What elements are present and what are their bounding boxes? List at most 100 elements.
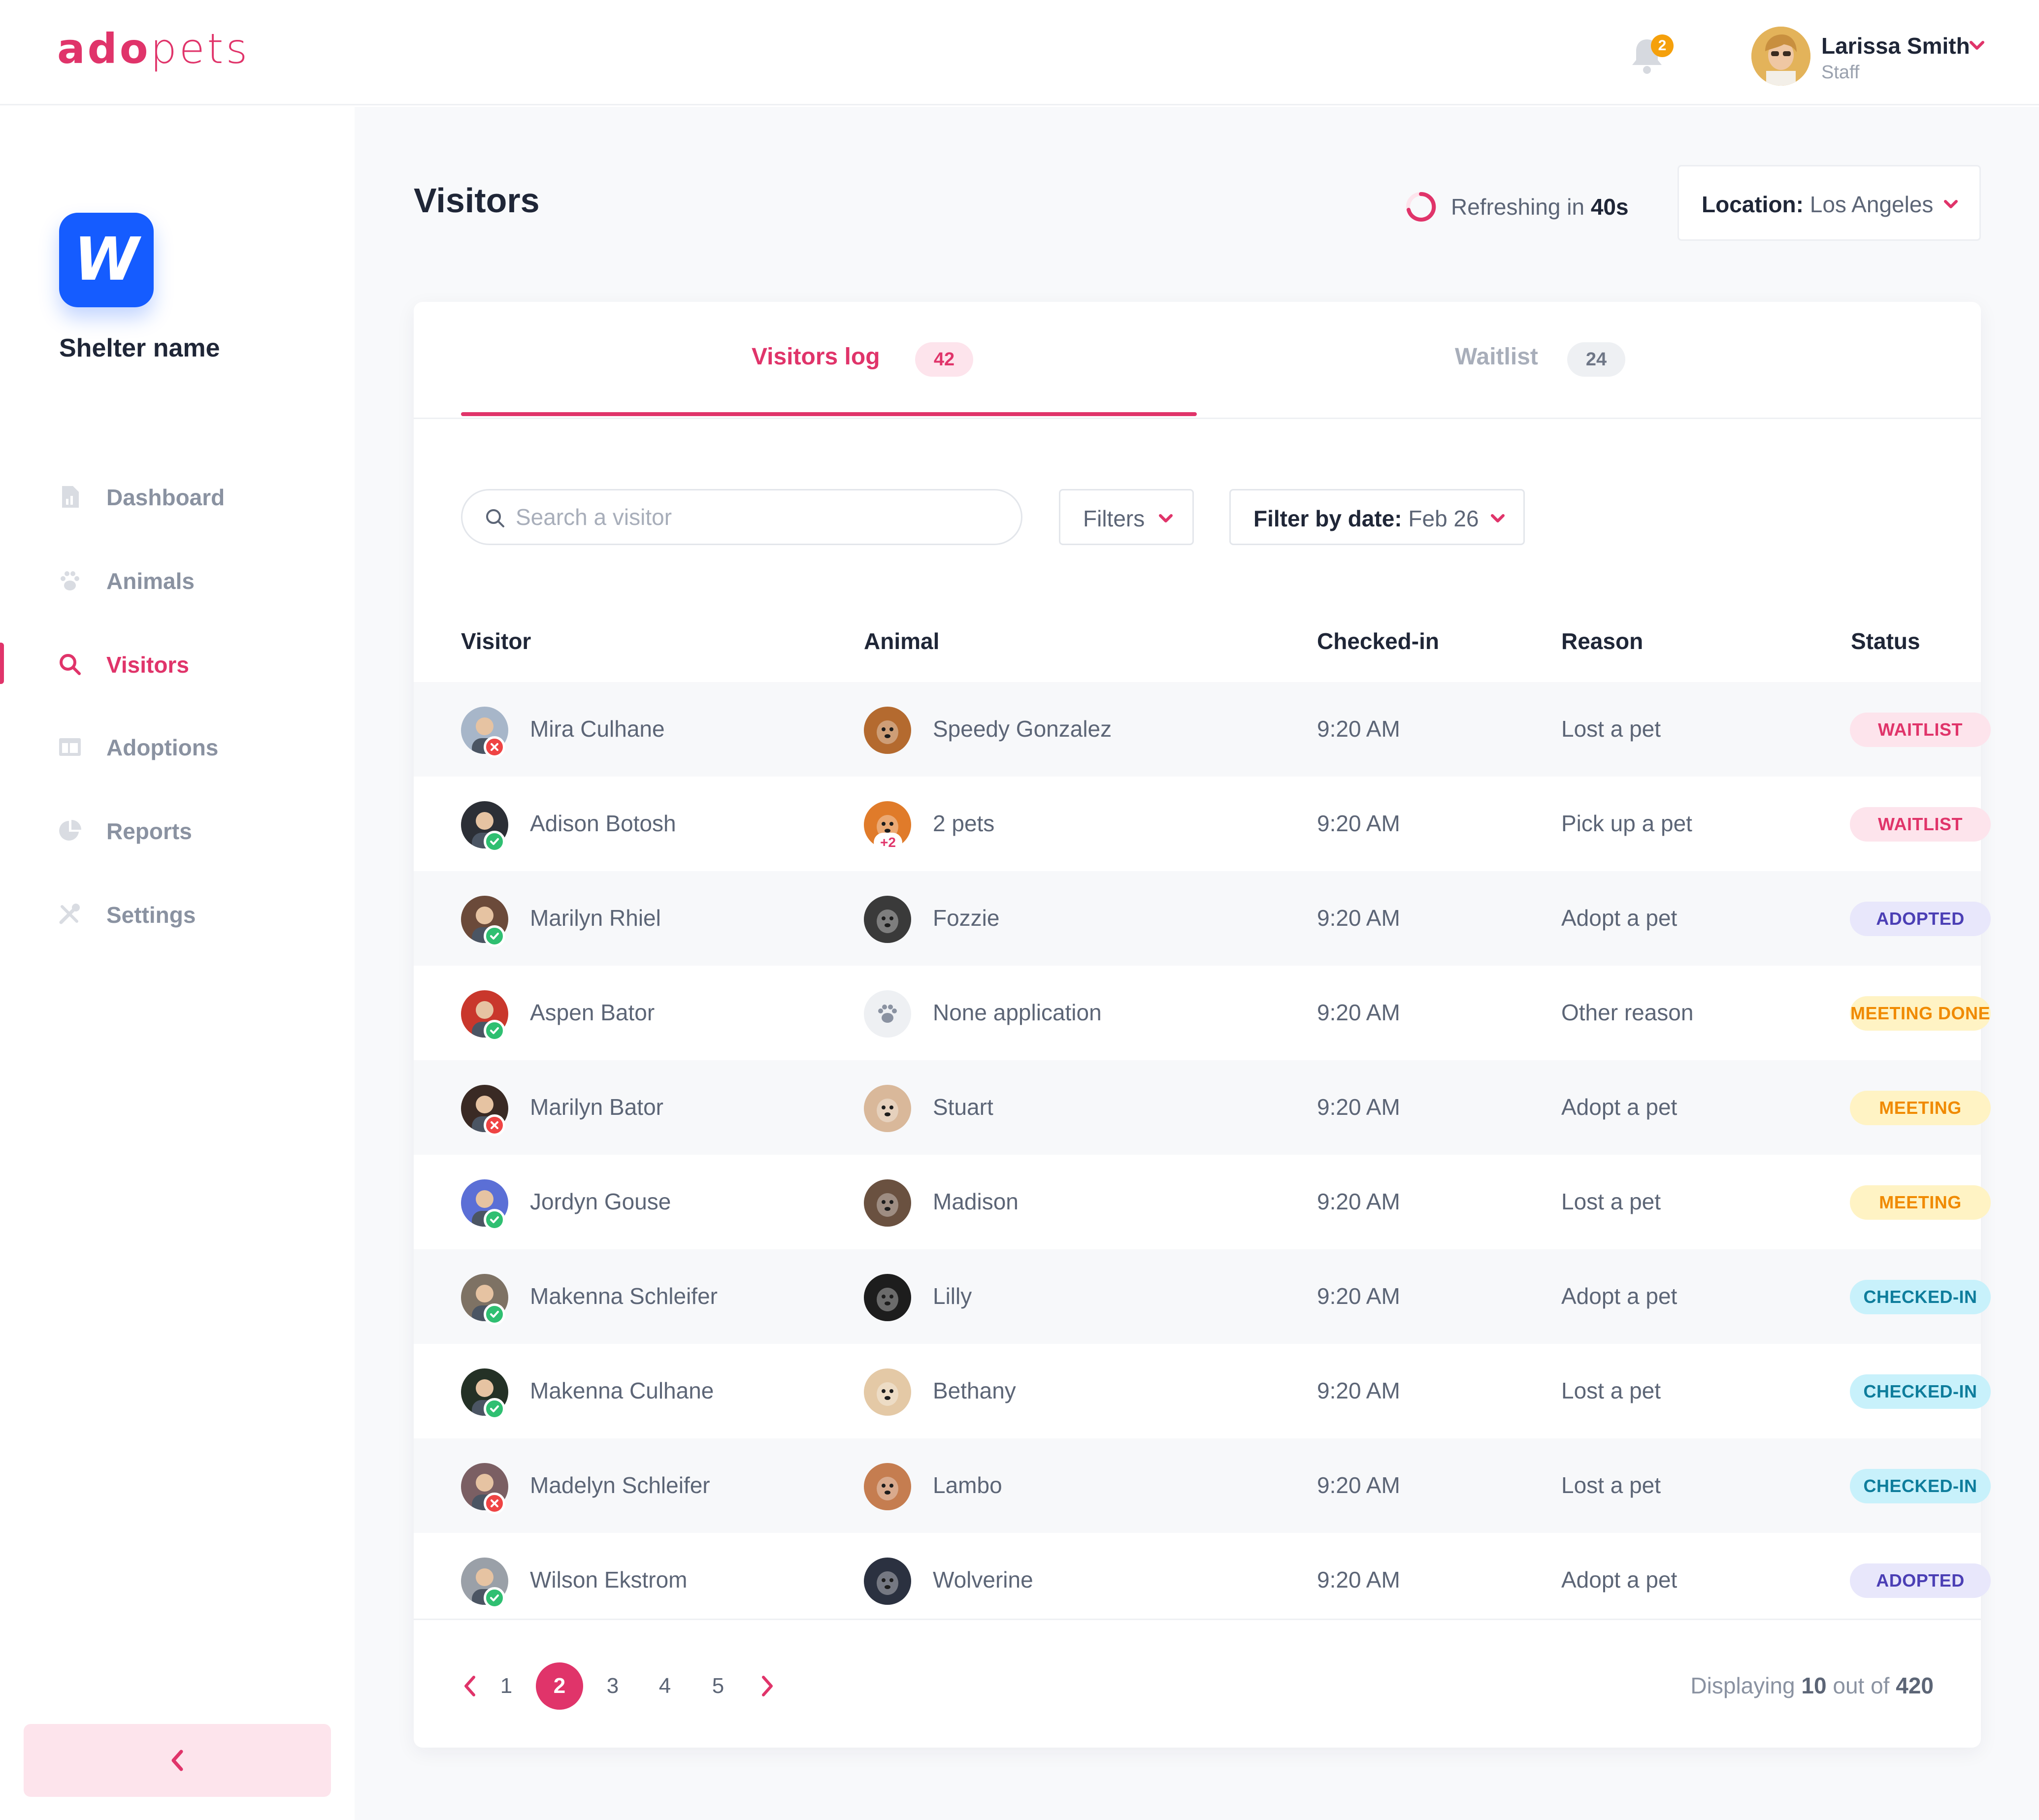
column-header-reason[interactable]: Reason [1561,628,1644,654]
table-row[interactable]: Wilson Ekstrom Wolverine 9:20 AM Adopt a pe… [414,1533,1991,1627]
location-select[interactable]: Location: Los Angeles [1677,165,1981,241]
tab-bar: Visitors log 42 Waitlist 24 [414,302,1981,419]
animal-name[interactable]: 2 pets [933,811,995,836]
status-badge: CHECKED-IN [1850,1469,1991,1503]
sidebar-item-reports[interactable]: Reports [0,805,355,854]
checked-in-time: 9:20 AM [1317,1189,1400,1214]
user-name[interactable]: Larissa Smith [1821,33,1970,59]
page-button-current[interactable]: 2 [536,1662,583,1710]
visitor-name[interactable]: Jordyn Gouse [530,1189,671,1214]
info-total: 420 [1896,1673,1934,1698]
animal-name[interactable]: Bethany [933,1378,1016,1403]
check-icon [484,1020,505,1041]
animal-avatar [864,896,911,943]
visitor-name[interactable]: Marilyn Bator [530,1094,663,1120]
chevron-right-icon[interactable] [758,1673,776,1699]
app-logo[interactable]: adopets [57,25,250,73]
table-row[interactable]: Makenna Schleifer Lilly 9:20 AM Adopt a pet… [414,1249,1991,1344]
visit-reason: Adopt a pet [1561,905,1677,931]
sidebar-item-adoptions[interactable]: Adoptions [0,721,355,771]
sidebar-item-visitors[interactable]: Visitors [0,639,355,688]
date-filter-label: Filter by date: [1253,506,1402,531]
pagination: 1 2 3 4 5 Displaying 10 out of 420 [414,1619,1981,1748]
status-badge: CHECKED-IN [1850,1374,1991,1409]
check-icon [484,1303,505,1325]
logo-text-light: pets [150,25,250,73]
chevron-down-icon [1159,514,1173,522]
animal-avatar [864,1085,911,1132]
refresh-time: 40s [1590,194,1629,220]
sidebar-item-label: Visitors [106,652,189,678]
visit-reason: Adopt a pet [1561,1283,1677,1309]
date-filter-button[interactable]: Filter by date: Feb 26 [1229,489,1525,545]
visitor-name[interactable]: Mira Culhane [530,716,665,742]
search-input[interactable] [516,502,998,532]
visit-reason: Lost a pet [1561,1472,1661,1498]
check-icon [484,1209,505,1231]
tab-waitlist[interactable]: Waitlist 24 [1197,302,1933,419]
table-row[interactable]: Aspen Bator None application 9:20 AM Other … [414,966,1991,1060]
animal-name[interactable]: Speedy Gonzalez [933,716,1112,742]
active-tab-indicator [461,412,1197,416]
pie-chart-icon [59,820,81,841]
table-row[interactable]: Marilyn Rhiel Fozzie 9:20 AM Adopt a pet ADO… [414,871,1991,966]
animal-name[interactable]: Wolverine [933,1567,1033,1592]
chevron-left-icon[interactable] [461,1673,479,1699]
checked-in-time: 9:20 AM [1317,1000,1400,1025]
visitor-name[interactable]: Makenna Schleifer [530,1283,718,1309]
loading-spinner-icon [1406,192,1436,222]
date-filter-value: Feb 26 [1408,506,1479,531]
collapse-sidebar-button[interactable] [24,1724,331,1797]
visitor-name[interactable]: Makenna Culhane [530,1378,714,1403]
animal-name[interactable]: None application [933,1000,1102,1025]
visit-reason: Lost a pet [1561,1189,1661,1214]
column-header-status[interactable]: Status [1851,628,1920,654]
page-button[interactable]: 5 [712,1674,724,1698]
visit-reason: Lost a pet [1561,716,1661,742]
table-row[interactable]: Jordyn Gouse Madison 9:20 AM Lost a pet MEET… [414,1155,1991,1249]
animal-name[interactable]: Madison [933,1189,1019,1214]
visitor-name[interactable]: Aspen Bator [530,1000,655,1025]
sidebar-item-settings[interactable]: Settings [0,889,355,938]
table-row[interactable]: Madelyn Schleifer Lambo 9:20 AM Lost a pet C… [414,1438,1991,1533]
column-header-checked-in[interactable]: Checked-in [1317,628,1439,654]
page-button[interactable]: 4 [658,1674,671,1698]
filters-button[interactable]: Filters [1059,489,1194,545]
main-content: Visitors Refreshing in 40s Location: Los… [355,107,2039,1820]
checked-in-time: 9:20 AM [1317,811,1400,836]
sidebar-item-animals[interactable]: Animals [0,555,355,604]
animal-name[interactable]: Stuart [933,1094,993,1120]
sidebar-item-label: Dashboard [106,485,225,510]
page-button[interactable]: 1 [500,1674,513,1698]
visitor-name[interactable]: Adison Botosh [530,811,676,836]
animal-name[interactable]: Lambo [933,1472,1002,1498]
table-row[interactable]: Makenna Culhane Bethany 9:20 AM Lost a pet C… [414,1344,1991,1438]
chevron-down-icon [1944,200,1958,208]
status-badge: MEETING [1850,1091,1991,1125]
tab-visitors-log[interactable]: Visitors log 42 [461,302,1197,419]
checked-in-time: 9:20 AM [1317,1567,1400,1592]
visitor-name[interactable]: Marilyn Rhiel [530,905,661,931]
check-icon [484,925,505,947]
column-header-visitor[interactable]: Visitor [461,628,531,654]
table-row[interactable]: Marilyn Bator Stuart 9:20 AM Adopt a pet MEE… [414,1060,1991,1155]
sidebar-item-label: Animals [106,568,195,594]
table-row[interactable]: Adison Botosh +2 2 pets 9:20 AM Pick up a pe… [414,777,1991,871]
sidebar-item-dashboard[interactable]: Dashboard [0,471,355,520]
column-header-animal[interactable]: Animal [864,628,940,654]
shelter-name: Shelter name [59,334,220,362]
chevron-down-icon[interactable] [1968,38,1986,53]
animal-name[interactable]: Fozzie [933,905,1000,931]
visitor-name[interactable]: Madelyn Schleifer [530,1472,710,1498]
status-badge: ADOPTED [1850,1563,1991,1598]
sidebar: W Shelter name Dashboard Animals Visitor… [0,107,355,1820]
info-shown: 10 [1801,1673,1827,1698]
animal-name[interactable]: Lilly [933,1283,972,1309]
search-field[interactable] [461,489,1022,545]
page-button[interactable]: 3 [606,1674,619,1698]
animal-avatar [864,1463,911,1510]
table-row[interactable]: Mira Culhane Speedy Gonzalez 9:20 AM Lost a… [414,682,1991,777]
visitor-name[interactable]: Wilson Ekstrom [530,1567,688,1592]
checked-in-time: 9:20 AM [1317,716,1400,742]
user-avatar[interactable] [1751,27,1810,86]
